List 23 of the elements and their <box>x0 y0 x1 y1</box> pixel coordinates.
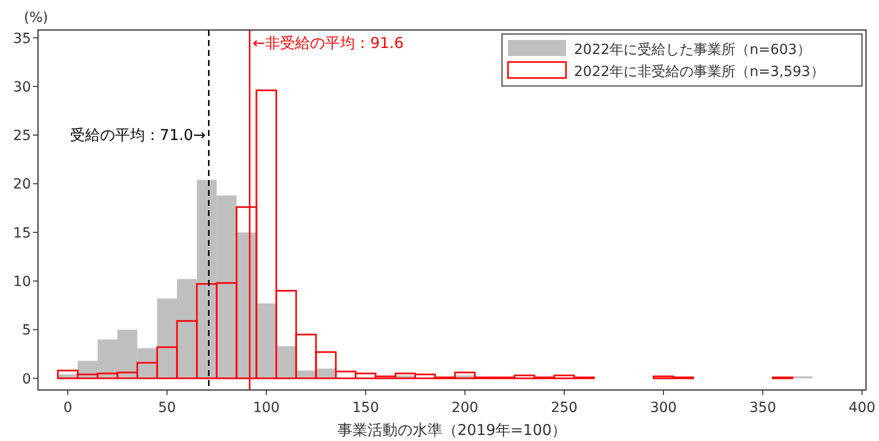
ref-line-label: 受給の平均：71.0→ <box>70 126 206 144</box>
y-tick-label: 25 <box>13 128 31 144</box>
y-axis-title: (%) <box>24 10 48 26</box>
x-tick-label: 350 <box>749 400 776 416</box>
x-tick-label: 200 <box>452 400 478 416</box>
legend-label: 2022年に受給した事業所（n=603） <box>574 42 811 58</box>
x-tick-label: 250 <box>550 400 578 416</box>
x-tick-label: 400 <box>848 400 876 416</box>
x-tick-label: 300 <box>650 400 677 416</box>
legend-label: 2022年に非受給の事業所（n=3,593） <box>574 64 824 80</box>
x-axis-title: 事業活動の水準（2019年=100） <box>337 421 567 439</box>
x-tick-label: 100 <box>252 400 280 416</box>
ref-line-label: ←非受給の平均：91.6 <box>252 34 404 52</box>
x-tick-label: 50 <box>158 400 176 416</box>
y-tick-label: 10 <box>13 274 31 290</box>
x-tick-label: 0 <box>63 400 72 416</box>
y-tick-label: 0 <box>22 371 31 388</box>
y-tick-label: 30 <box>13 79 31 96</box>
y-tick-label: 15 <box>13 225 31 242</box>
y-tick-label: 5 <box>22 322 31 339</box>
y-tick-label: 20 <box>13 176 31 193</box>
x-tick-label: 150 <box>352 400 379 416</box>
y-tick-label: 35 <box>13 30 31 47</box>
